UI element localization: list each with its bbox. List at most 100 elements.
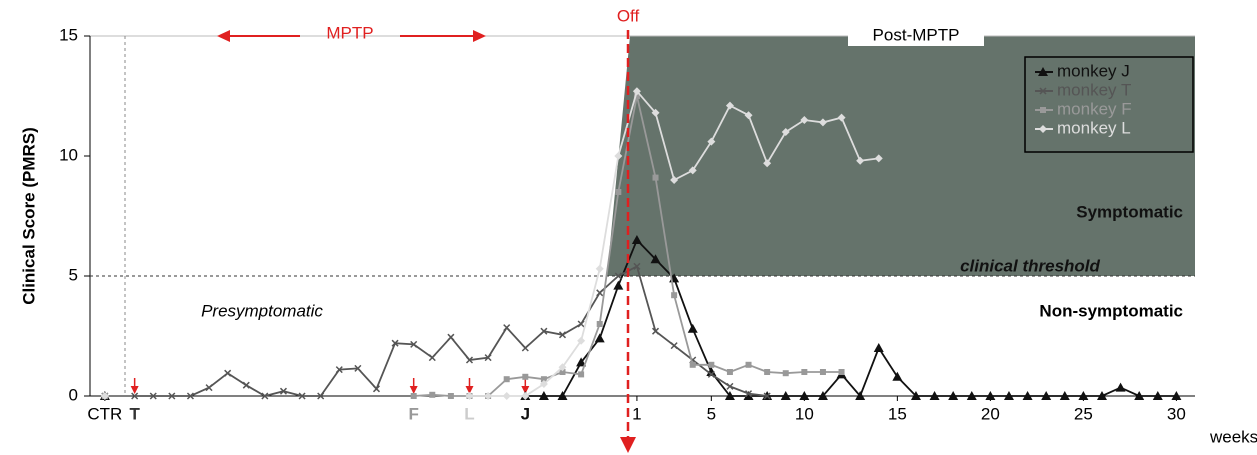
threshold-label: clinical threshold (960, 256, 1100, 275)
point (763, 159, 772, 168)
legend-marker (1039, 87, 1047, 95)
arrow-head (409, 386, 418, 394)
point (615, 189, 622, 195)
point (205, 384, 213, 392)
point (428, 354, 436, 362)
symptomatic-zone (607, 36, 1195, 276)
y-axis-label: Clinical Score (PMRS) (19, 127, 38, 305)
point (557, 391, 568, 400)
point (429, 391, 436, 398)
point (745, 390, 753, 398)
point (503, 376, 510, 383)
point (559, 369, 566, 375)
point (1041, 391, 1052, 400)
point (763, 392, 771, 400)
point (558, 331, 567, 339)
point (168, 392, 176, 400)
x-tick-label: 25 (1074, 404, 1093, 423)
point (613, 280, 624, 290)
point (224, 369, 232, 377)
point (780, 391, 791, 400)
point (261, 392, 269, 400)
point (1003, 391, 1014, 400)
point (651, 327, 660, 335)
point (985, 391, 996, 400)
point (856, 156, 865, 165)
point (671, 292, 678, 299)
point (873, 343, 884, 352)
point (1134, 391, 1145, 400)
point (764, 369, 771, 375)
point (819, 369, 826, 375)
point (743, 391, 754, 400)
point (781, 128, 790, 136)
point (186, 392, 194, 400)
point (707, 370, 715, 378)
arrow-head (521, 386, 530, 394)
point (1059, 391, 1070, 400)
arrow-head (217, 30, 230, 42)
point (465, 356, 474, 364)
start-label: L (464, 404, 474, 423)
legend-label: monkey J (1057, 61, 1130, 80)
x-tick-label: 20 (981, 404, 1000, 423)
point (688, 166, 697, 175)
point (1152, 391, 1163, 400)
point (372, 385, 381, 393)
x-tick-label: 5 (707, 404, 716, 423)
off-label: Off (617, 6, 640, 25)
point (335, 366, 343, 374)
point (650, 254, 661, 264)
point (354, 364, 362, 372)
point (892, 371, 903, 381)
sym-label: Symptomatic (1076, 202, 1183, 221)
point (558, 363, 567, 372)
point (966, 391, 977, 400)
point (484, 354, 492, 362)
legend-label: monkey T (1057, 80, 1131, 99)
x-axis-label: weeks (1209, 427, 1257, 446)
legend-label: monkey F (1057, 99, 1132, 118)
y-tick-label: 0 (69, 385, 78, 404)
start-label: J (521, 404, 530, 423)
point (521, 392, 530, 400)
point (317, 392, 325, 400)
arrow-head (465, 386, 474, 394)
x-tick-label: 30 (1167, 404, 1186, 423)
point (670, 342, 678, 350)
point (447, 333, 455, 341)
series-line (525, 238, 1177, 398)
point (633, 262, 641, 270)
point (838, 369, 845, 375)
point (801, 369, 808, 375)
point (595, 264, 604, 273)
legend-marker (1039, 125, 1047, 133)
point (577, 320, 585, 328)
y-tick-label: 5 (69, 265, 78, 284)
point (391, 339, 399, 347)
legend-marker (1040, 107, 1046, 113)
point (726, 382, 734, 390)
start-label: F (408, 404, 418, 423)
start-label: T (129, 404, 140, 423)
point (503, 324, 511, 332)
point (576, 357, 587, 367)
legend-marker (1038, 67, 1048, 76)
point (929, 391, 940, 400)
point (484, 392, 493, 400)
point (782, 370, 789, 377)
point (708, 361, 715, 368)
point (539, 380, 548, 388)
nonsym-label: Non-symptomatic (1039, 301, 1183, 320)
point (837, 113, 846, 122)
point (818, 118, 827, 127)
x-tick-label: 10 (795, 404, 814, 423)
point (502, 392, 511, 400)
point (577, 336, 586, 345)
point (522, 373, 529, 380)
point (689, 361, 696, 368)
pre-label: Presymptomatic (201, 301, 323, 320)
point (817, 391, 828, 400)
